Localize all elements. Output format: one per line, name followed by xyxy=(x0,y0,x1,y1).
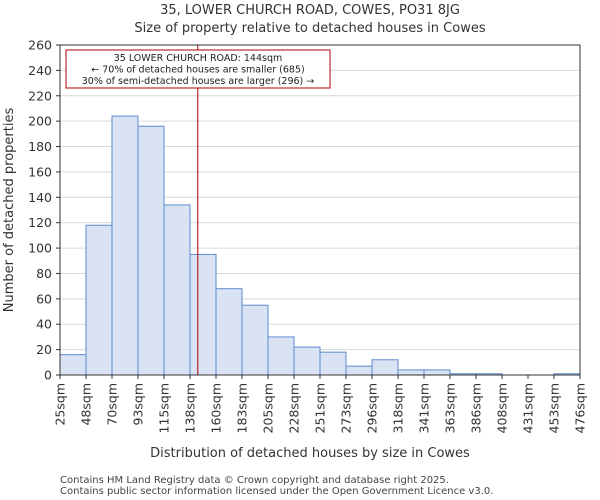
bar xyxy=(241,304,269,376)
x-tick-label: 138sqm xyxy=(183,383,198,433)
x-tick-label: 318sqm xyxy=(391,383,406,433)
annotation-line: 30% of semi-detached houses are larger (… xyxy=(82,76,315,87)
plot-frame xyxy=(59,44,581,376)
y-tick-label: 80 xyxy=(36,266,52,281)
x-tick-label: 251sqm xyxy=(313,383,328,433)
bar xyxy=(137,125,165,376)
x-axis-ticks: 25sqm 48sqm 70sqm 93sqm 115sqm 138sqm 160sqm 18… xyxy=(53,375,588,433)
y-tick-label: 100 xyxy=(28,241,52,256)
bar xyxy=(163,204,191,376)
bar xyxy=(267,336,295,376)
x-tick-label: 115sqm xyxy=(157,383,172,433)
x-tick-label: 476sqm xyxy=(573,383,588,433)
x-tick-label: 160sqm xyxy=(209,383,224,433)
annotation-line: 35 LOWER CHURCH ROAD: 144sqm xyxy=(114,53,283,64)
x-axis-label: Distribution of detached houses by size … xyxy=(150,446,470,461)
x-tick-label: 93sqm xyxy=(131,383,146,426)
bar xyxy=(345,365,373,376)
x-tick-label: 296sqm xyxy=(365,383,380,433)
y-tick-label: 180 xyxy=(28,139,52,154)
y-tick-label: 160 xyxy=(28,164,52,179)
bar xyxy=(397,369,425,376)
y-axis-ticks: 0 20 40 60 80 100 120 140 160 180 200 220 240 260 xyxy=(28,38,60,383)
annotation-box xyxy=(65,49,331,89)
bar xyxy=(189,253,217,376)
bar xyxy=(371,359,399,376)
bars xyxy=(59,115,581,376)
footer-line-1: Contains HM Land Registry data © Crown c… xyxy=(60,475,449,486)
y-tick-label: 120 xyxy=(28,215,52,230)
x-tick-label: 70sqm xyxy=(105,383,120,426)
x-tick-label: 25sqm xyxy=(53,383,68,426)
x-tick-label: 431sqm xyxy=(521,383,536,433)
property-marker: 35 LOWER CHURCH ROAD: 144sqm← 70% of det… xyxy=(65,45,331,375)
y-tick-label: 140 xyxy=(28,190,52,205)
bar xyxy=(111,115,139,376)
chart-title: 35, LOWER CHURCH ROAD, COWES, PO31 8JG xyxy=(160,3,460,18)
bar xyxy=(215,288,243,376)
y-axis-label: Number of detached properties xyxy=(2,108,17,313)
y-tick-label: 60 xyxy=(36,291,52,306)
x-tick-label: 273sqm xyxy=(339,383,354,433)
y-tick-label: 0 xyxy=(44,368,52,383)
x-tick-label: 386sqm xyxy=(469,383,484,433)
footer-line-2: Contains public sector information licen… xyxy=(60,486,493,497)
y-tick-label: 40 xyxy=(36,317,52,332)
x-tick-label: 48sqm xyxy=(79,383,94,426)
bar xyxy=(293,346,321,376)
x-tick-label: 341sqm xyxy=(417,383,432,433)
y-tick-label: 240 xyxy=(28,63,52,78)
chart-subtitle: Size of property relative to detached ho… xyxy=(134,21,485,36)
annotation-line: ← 70% of detached houses are smaller (68… xyxy=(91,65,304,76)
y-tick-label: 200 xyxy=(28,114,52,129)
bar xyxy=(319,351,347,376)
y-tick-label: 220 xyxy=(28,88,52,103)
bar xyxy=(85,224,113,376)
x-tick-label: 183sqm xyxy=(235,383,250,433)
x-tick-label: 228sqm xyxy=(287,383,302,433)
bar xyxy=(59,354,87,376)
y-tick-label: 20 xyxy=(36,342,52,357)
x-tick-label: 453sqm xyxy=(547,383,562,433)
bar xyxy=(423,369,451,376)
x-tick-label: 363sqm xyxy=(443,383,458,433)
x-tick-label: 205sqm xyxy=(261,383,276,433)
x-tick-label: 408sqm xyxy=(495,383,510,433)
y-tick-label: 260 xyxy=(28,38,52,53)
